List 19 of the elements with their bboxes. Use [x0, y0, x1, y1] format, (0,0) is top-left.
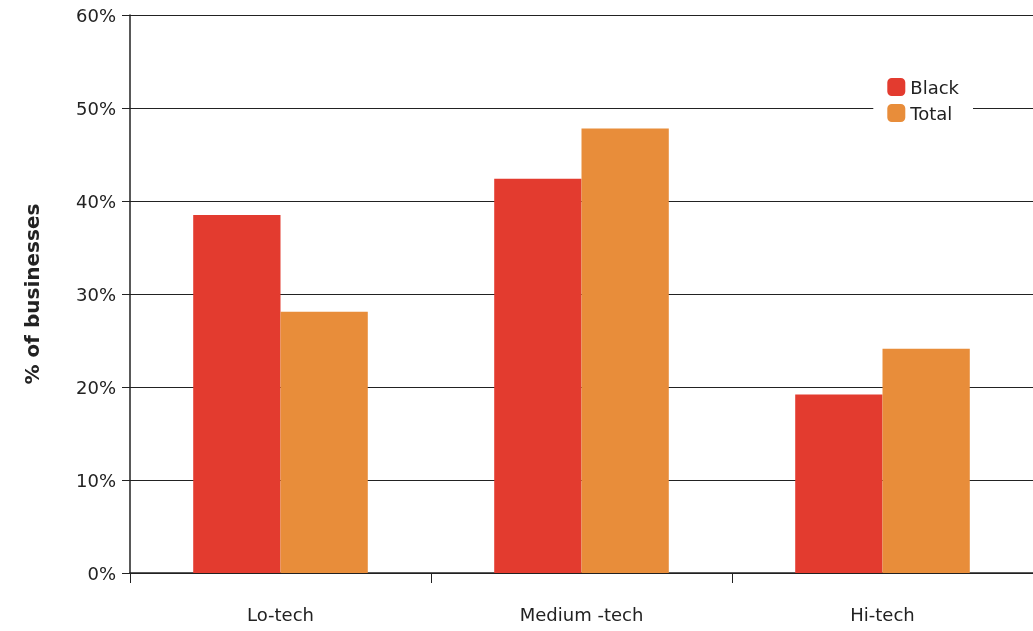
- y-tick-label: 30%: [75, 283, 116, 305]
- y-tick-label: 40%: [75, 190, 116, 212]
- y-tick-label: 50%: [75, 97, 116, 119]
- x-tick-label: Hi-tech: [850, 603, 915, 625]
- x-tick-label: Lo-tech: [247, 603, 314, 625]
- legend-label: Total: [909, 102, 953, 124]
- y-tick-label: 0%: [87, 562, 116, 584]
- x-tick-label: Medium -tech: [519, 603, 644, 625]
- bar: [494, 178, 582, 573]
- y-axis-title: % of businesses: [20, 203, 44, 385]
- legend-label: Black: [910, 76, 960, 98]
- bar: [280, 311, 368, 573]
- y-tick-label: 60%: [75, 4, 116, 26]
- y-tick-label: 10%: [75, 469, 116, 491]
- bar: [882, 348, 970, 573]
- y-tick-label: 20%: [75, 376, 116, 398]
- bar: [193, 214, 281, 573]
- bar: [795, 394, 883, 573]
- bar: [581, 128, 669, 573]
